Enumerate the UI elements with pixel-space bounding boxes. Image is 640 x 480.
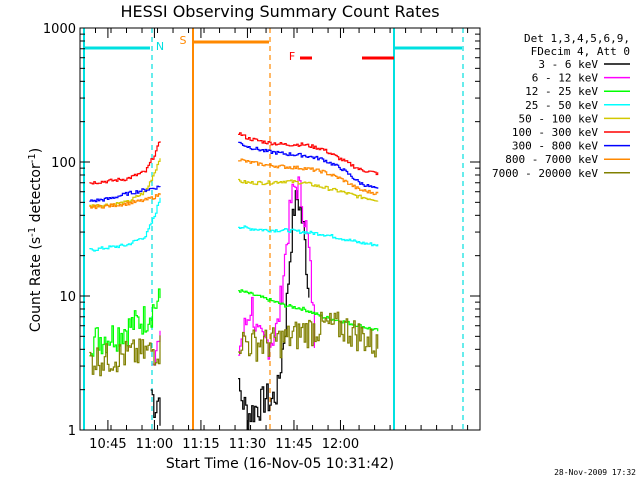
flag-label-n: N — [156, 40, 164, 53]
series-8-segment-1 — [238, 311, 379, 362]
legend-label-0: 3 - 6 keV — [538, 58, 598, 71]
series-layer — [89, 132, 379, 430]
legend-label-4: 50 - 100 keV — [519, 112, 599, 125]
flag-label-f: F — [289, 50, 295, 63]
legend-label-1: 6 - 12 keV — [532, 72, 599, 85]
legend-label-2: 12 - 25 keV — [525, 85, 598, 98]
x-tick-label-5: 12:00 — [322, 437, 359, 452]
series-5-segment-1 — [238, 132, 379, 176]
series-3-segment-1 — [238, 225, 379, 247]
series-7-segment-0 — [89, 193, 161, 210]
axis-ticks: 1 10 100 1000 10:45 11:00 11:15 11:30 11:45 12:00 — [43, 22, 480, 452]
y-tick-label-1: 10 — [59, 290, 76, 305]
legend-label-3: 25 - 50 keV — [525, 99, 598, 112]
x-axis-label: Start Time (16-Nov-05 10:31:42) — [166, 456, 394, 472]
series-6-segment-0 — [89, 185, 161, 203]
legend-label-6: 300 - 800 keV — [512, 140, 598, 153]
series-2-segment-0 — [89, 288, 161, 357]
legend-label-8: 7000 - 20000 keV — [492, 167, 598, 180]
series-8-segment-0 — [89, 335, 161, 377]
x-tick-label-1: 11:00 — [136, 437, 173, 452]
flag-label-s: S — [180, 34, 187, 47]
x-tick-label-0: 10:45 — [89, 437, 126, 452]
legend-header-1: FDecim 4, Att 0 — [531, 45, 630, 58]
series-6-segment-1 — [238, 141, 379, 189]
series-5-segment-0 — [89, 141, 161, 185]
time-bands — [83, 28, 464, 430]
series-8 — [89, 311, 379, 377]
series-7-segment-1 — [238, 158, 379, 196]
series-4-segment-1 — [238, 178, 379, 202]
series-5 — [89, 132, 379, 185]
series-3 — [89, 197, 379, 252]
legend-header-0: Det 1,3,4,5,6,9, — [524, 32, 630, 45]
y-tick-label-0: 1 — [68, 424, 76, 439]
series-7 — [89, 158, 379, 210]
chart-title: HESSI Observing Summary Count Rates — [120, 2, 439, 21]
plot-frame — [79, 27, 481, 431]
y-axis-label: Count Rate (s-1 detector-1) — [27, 148, 44, 332]
x-tick-label-2: 11:15 — [182, 437, 219, 452]
series-0-segment-0 — [150, 389, 161, 426]
series-0 — [150, 190, 310, 430]
legend: Det 1,3,4,5,6,9,FDecim 4, Att 03 - 6 keV… — [492, 32, 630, 180]
series-3-segment-0 — [89, 197, 161, 252]
series-1-segment-1 — [238, 176, 315, 360]
legend-label-7: 800 - 7000 keV — [505, 153, 598, 166]
x-tick-label-3: 11:30 — [229, 437, 266, 452]
legend-label-5: 100 - 300 keV — [512, 126, 598, 139]
axes-frame — [79, 27, 481, 431]
timestamp: 28-Nov-2009 17:32 — [554, 468, 636, 477]
series-0-segment-1 — [238, 190, 310, 430]
x-tick-label-4: 11:45 — [275, 437, 312, 452]
y-tick-label-3: 1000 — [43, 22, 76, 37]
y-tick-label-2: 100 — [51, 156, 76, 171]
series-6 — [89, 141, 379, 203]
